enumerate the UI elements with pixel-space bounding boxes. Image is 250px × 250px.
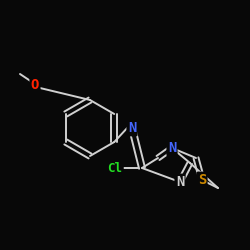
Text: Cl: Cl [108, 162, 122, 174]
Text: N: N [168, 141, 176, 155]
Text: N: N [128, 121, 136, 135]
Text: S: S [198, 173, 206, 187]
Text: N: N [176, 175, 184, 189]
Text: O: O [31, 78, 39, 92]
